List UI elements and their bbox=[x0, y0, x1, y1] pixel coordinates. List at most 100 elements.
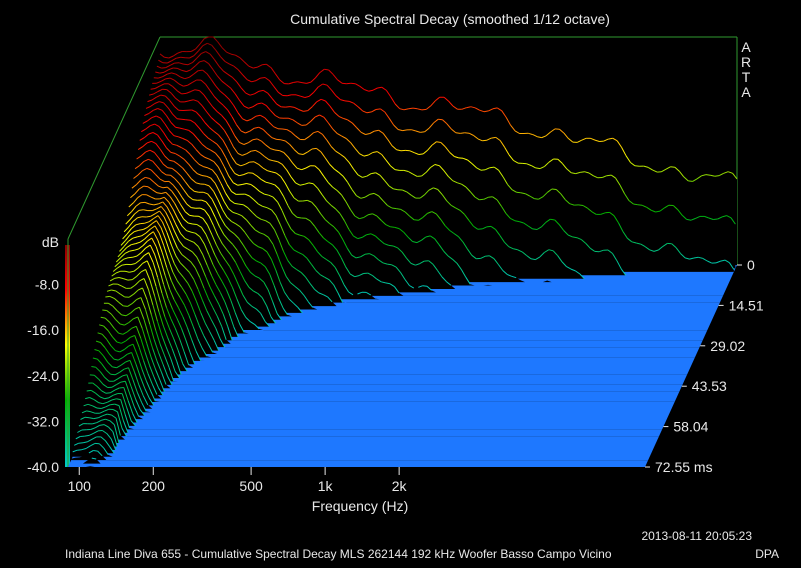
decay-slice-segment bbox=[159, 101, 164, 104]
decay-slice-segment bbox=[231, 116, 237, 126]
decay-slice-segment bbox=[239, 226, 246, 233]
decay-slice-segment bbox=[628, 200, 634, 205]
decay-slice-segment bbox=[158, 352, 164, 365]
decay-slice-segment bbox=[179, 155, 185, 160]
x-tick-label: 100 bbox=[68, 478, 92, 494]
decay-slice-segment bbox=[427, 211, 432, 214]
decay-slice-segment bbox=[464, 214, 470, 221]
decay-slice-segment bbox=[240, 130, 246, 134]
decay-slice-segment bbox=[142, 240, 148, 246]
decay-slice-segment bbox=[369, 192, 375, 195]
decay-slice-segment bbox=[249, 321, 255, 325]
decay-slice-segment bbox=[112, 409, 118, 413]
decay-slice-segment bbox=[390, 165, 396, 170]
decay-slice-segment bbox=[158, 76, 163, 79]
decay-slice-segment bbox=[159, 344, 166, 357]
decay-slice-segment bbox=[284, 235, 290, 245]
decay-slice-segment bbox=[242, 294, 248, 303]
decay-slice-segment bbox=[196, 53, 202, 59]
decay-slice-segment bbox=[249, 93, 255, 96]
decay-slice-segment bbox=[402, 189, 407, 193]
decay-slice-segment bbox=[140, 268, 146, 273]
decay-slice-segment bbox=[215, 85, 221, 92]
decay-slice-segment bbox=[304, 136, 310, 141]
decay-slice-segment bbox=[281, 266, 287, 277]
decay-slice-segment bbox=[357, 174, 363, 178]
decay-slice-segment bbox=[122, 263, 127, 266]
decay-slice-segment bbox=[201, 175, 207, 177]
decay-slice-segment bbox=[348, 291, 354, 296]
decay-slice-segment bbox=[151, 96, 157, 101]
decay-slice-segment bbox=[207, 137, 213, 142]
decay-slice-segment bbox=[237, 69, 244, 76]
decay-slice-segment bbox=[616, 140, 623, 148]
decay-slice-segment bbox=[146, 194, 152, 198]
decay-slice-segment bbox=[150, 213, 156, 217]
decay-slice-segment bbox=[147, 99, 153, 103]
decay-slice-segment bbox=[424, 189, 430, 196]
decay-slice-segment bbox=[93, 417, 99, 420]
decay-slice-segment bbox=[282, 128, 287, 131]
decay-slice-segment bbox=[310, 116, 316, 122]
decay-slice-segment bbox=[590, 247, 595, 252]
decay-slice-segment bbox=[293, 149, 300, 155]
decay-slice-segment bbox=[567, 138, 574, 143]
decay-slice-segment bbox=[326, 259, 332, 263]
decay-slice-segment bbox=[349, 209, 356, 217]
decay-slice-segment bbox=[185, 257, 192, 263]
decay-slice-segment bbox=[157, 88, 163, 92]
decay-slice-segment bbox=[117, 375, 123, 380]
decay-slice-segment bbox=[511, 275, 517, 279]
decay-slice-segment bbox=[129, 231, 135, 236]
decay-slice-segment bbox=[231, 156, 237, 164]
decay-slice-segment bbox=[253, 243, 259, 248]
decay-slice-segment bbox=[218, 304, 224, 315]
decay-slice-segment bbox=[357, 106, 363, 112]
decay-slice-segment bbox=[296, 216, 302, 219]
decay-slice-segment bbox=[108, 394, 114, 399]
decay-slice-segment bbox=[422, 213, 428, 218]
decay-slice-segment bbox=[162, 201, 168, 208]
decay-slice-segment bbox=[248, 139, 253, 144]
decay-slice-segment bbox=[365, 133, 371, 135]
decay-slice-segment bbox=[130, 420, 136, 427]
decay-slice-segment bbox=[148, 289, 154, 306]
decay-slice-segment bbox=[206, 310, 212, 320]
decay-slice-segment bbox=[174, 79, 180, 85]
decay-slice-segment bbox=[680, 253, 686, 259]
decay-slice-segment bbox=[124, 322, 130, 326]
decay-slice-segment bbox=[449, 152, 455, 157]
decay-slice-segment bbox=[183, 351, 190, 366]
decay-slice-segment bbox=[510, 124, 516, 132]
decay-slice-segment bbox=[253, 66, 258, 69]
decay-slice-segment bbox=[322, 83, 328, 86]
decay-slice-segment bbox=[455, 132, 461, 134]
decay-slice-segment bbox=[111, 398, 117, 401]
decay-slice-segment bbox=[242, 74, 248, 81]
decay-slice-segment bbox=[152, 262, 159, 278]
decay-slice-segment bbox=[103, 447, 109, 455]
decay-slice-segment bbox=[204, 36, 209, 39]
decay-slice-segment bbox=[218, 134, 224, 141]
decay-slice-segment bbox=[126, 352, 132, 355]
decay-slice-segment bbox=[563, 230, 569, 236]
decay-slice-segment bbox=[385, 90, 392, 98]
decay-slice-segment bbox=[290, 282, 296, 287]
decay-slice-segment bbox=[158, 59, 164, 64]
decay-slice-segment bbox=[115, 270, 121, 274]
decay-slice-segment bbox=[324, 276, 330, 281]
decay-slice-segment bbox=[391, 264, 397, 268]
decay-slice-segment bbox=[168, 226, 174, 239]
decay-slice-segment bbox=[493, 258, 499, 265]
decay-slice-segment bbox=[131, 184, 137, 189]
decay-slice-segment bbox=[151, 271, 157, 287]
decay-slice-segment bbox=[146, 167, 152, 171]
decay-slice-segment bbox=[683, 176, 689, 182]
decay-slice-segment bbox=[252, 138, 258, 141]
decay-slice-segment bbox=[126, 374, 132, 388]
decay-slice-segment bbox=[123, 420, 129, 433]
decay-slice-segment bbox=[132, 255, 138, 258]
decay-slice-segment bbox=[362, 110, 368, 114]
decay-slice-segment bbox=[240, 163, 246, 167]
decay-slice-segment bbox=[602, 175, 607, 178]
